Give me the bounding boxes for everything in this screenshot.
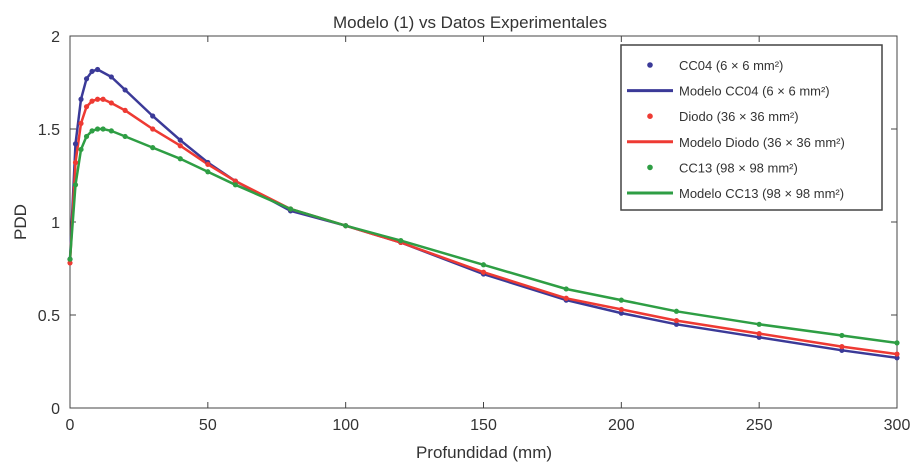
chart-title: Modelo (1) vs Datos Experimentales: [333, 13, 607, 32]
series-point-4: [756, 321, 762, 327]
series-point-0: [618, 310, 624, 316]
series-point-2: [150, 126, 156, 132]
series-point-4: [232, 182, 238, 188]
x-tick-label: 100: [332, 417, 359, 434]
series-point-0: [108, 74, 114, 80]
series-point-0: [94, 66, 101, 73]
legend-box: [620, 44, 883, 211]
legend-marker-swatch: [647, 113, 653, 119]
series-point-4: [563, 286, 569, 292]
series-point-0: [673, 321, 680, 327]
legend-entry: Modelo Diodo (36 × 36 mm²): [679, 135, 845, 150]
x-tick-label: 200: [608, 417, 635, 434]
series-point-4: [67, 256, 73, 262]
series-point-4: [839, 332, 845, 339]
series-point-4: [618, 297, 624, 303]
x-tick-label: 250: [746, 417, 773, 434]
legend-entry: CC13 (98 × 98 mm²): [679, 160, 798, 175]
legend-marker-swatch: [647, 62, 653, 68]
series-point-2: [122, 107, 128, 113]
legend-entry: Diodo (36 × 36 mm²): [679, 109, 799, 124]
series-point-4: [673, 308, 680, 314]
legend-entry: Modelo CC13 (98 × 98 mm²): [679, 186, 844, 201]
series-point-4: [108, 128, 114, 134]
series-point-4: [78, 146, 84, 153]
series-point-2: [72, 159, 79, 166]
series-point-2: [67, 260, 73, 266]
series-point-0: [839, 347, 845, 353]
tick-labels: 0 50 100 150 200 250 300 0 0.5 1 1.5 2: [38, 29, 911, 434]
series-point-2: [756, 331, 762, 337]
series-point-2: [894, 351, 900, 357]
series-point-2: [618, 306, 624, 313]
series-point-0: [72, 141, 79, 147]
x-tick-label: 150: [470, 417, 497, 434]
series-point-4: [72, 182, 79, 188]
series-point-4: [94, 126, 101, 132]
series-point-2: [100, 96, 106, 102]
series-point-2: [205, 161, 211, 167]
y-tick-label: 0: [51, 401, 60, 418]
series-point-2: [673, 317, 680, 324]
series-point-4: [83, 133, 90, 140]
series-point-4: [480, 262, 487, 268]
series-point-0: [894, 355, 900, 361]
series-point-4: [122, 133, 128, 140]
y-tick-label: 1: [51, 215, 60, 232]
series-point-0: [756, 334, 762, 340]
series-point-2: [78, 120, 84, 127]
series-point-4: [150, 145, 156, 151]
series-point-2: [839, 344, 845, 350]
series-point-2: [94, 96, 101, 102]
series-point-4: [398, 238, 404, 244]
series-point-4: [287, 206, 294, 212]
series-point-2: [83, 104, 90, 110]
series-point-2: [89, 98, 95, 104]
y-axis-label: PDD: [11, 204, 30, 240]
legend-marker-swatch: [647, 164, 653, 171]
legend-entry: CC04 (6 × 6 mm²): [679, 58, 783, 73]
series-point-0: [150, 113, 156, 119]
legend: CC04 (6 × 6 mm²) Modelo CC04 (6 × 6 mm²) D…: [620, 44, 883, 211]
series-point-4: [100, 126, 106, 132]
x-tick-label: 0: [66, 417, 75, 434]
series-point-0: [89, 68, 95, 74]
series-point-4: [894, 340, 900, 346]
series-layer: [67, 66, 900, 361]
series-point-2: [480, 269, 487, 275]
series-point-0: [177, 137, 183, 143]
legend-entry: Modelo CC04 (6 × 6 mm²): [679, 84, 830, 99]
series-point-2: [108, 100, 114, 106]
x-axis-label: Profundidad (mm): [416, 443, 552, 462]
series-point-0: [83, 76, 90, 82]
x-tick-label: 50: [199, 417, 217, 434]
series-point-4: [177, 156, 183, 162]
y-tick-label: 1.5: [38, 122, 60, 139]
series-point-4: [89, 128, 95, 134]
series-point-0: [122, 87, 128, 93]
series-point-2: [232, 178, 238, 184]
series-point-4: [343, 223, 349, 229]
y-tick-label: 0.5: [38, 308, 60, 325]
series-point-4: [205, 169, 211, 175]
y-tick-label: 2: [51, 29, 60, 46]
series-point-2: [563, 295, 569, 301]
x-tick-label: 300: [884, 417, 911, 434]
series-point-2: [177, 143, 183, 149]
series-point-0: [78, 96, 84, 102]
